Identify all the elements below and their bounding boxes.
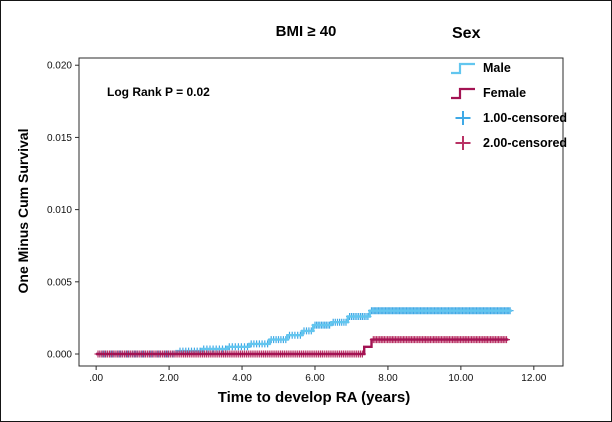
x-tick-label: 4.00 [232,373,252,384]
legend: Sex Male Female 1.00-censored 2.00-censo… [450,25,567,155]
legend-item-2-censored: 2.00-censored [450,130,567,155]
legend-title: Sex [452,25,481,42]
legend-item-label: 1.00-censored [483,110,568,125]
legend-item-label: 2.00-censored [483,135,568,150]
x-tick-label: 6.00 [305,373,325,384]
male-step-line-icon [451,62,475,74]
x-tick-label: 12.00 [521,373,546,384]
legend-item-female: Female [450,80,567,105]
y-tick-label: 0.020 [47,61,72,72]
crimson-plus-icon [455,135,471,150]
y-tick-label: 0.005 [47,277,72,288]
y-axis-title: One Minus Cum Survival [15,128,31,294]
y-tick-label: 0.010 [47,205,72,216]
male-curve [96,309,512,356]
female-curve [96,338,509,356]
plot-frame [78,57,564,367]
legend-item-1-censored: 1.00-censored [450,105,567,130]
x-tick-label: 10.00 [448,373,473,384]
y-tick-label: 0.000 [47,350,72,361]
y-tick-label: 0.015 [47,133,72,144]
legend-item-male: Male [450,55,567,80]
chart-title: BMI ≥ 40 [275,23,337,40]
log-rank-annotation: Log Rank P = 0.02 [107,85,210,99]
x-tick-label: 8.00 [378,373,398,384]
x-tick-label: 2.00 [159,373,179,384]
female-step-line-icon [451,87,475,99]
x-axis-title: Time to develop RA (years) [217,389,411,406]
legend-item-label: Male [483,60,511,75]
x-tick-label: .00 [89,373,103,384]
legend-item-label: Female [483,85,527,100]
blue-plus-icon [455,110,471,125]
